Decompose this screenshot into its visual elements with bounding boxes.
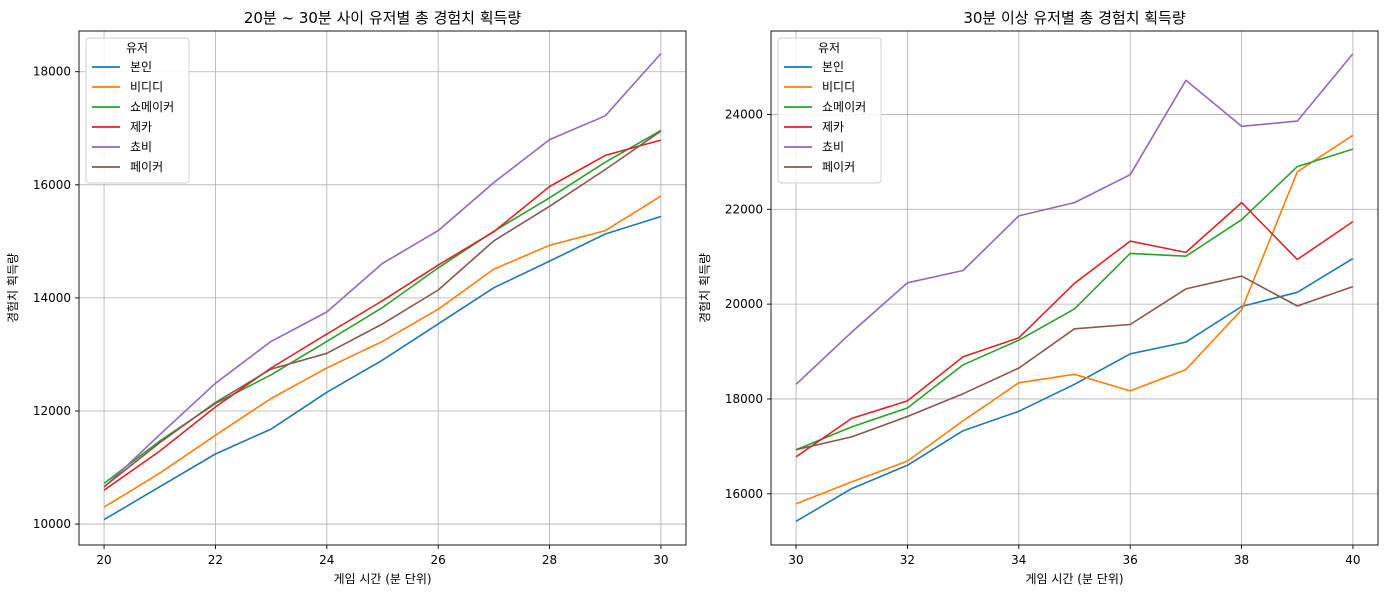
series-line-쇼메이커 (103, 129, 662, 485)
x-tick-label: 40 (1345, 553, 1360, 567)
legend-title: 유저 (126, 41, 148, 55)
legend-label: 쇼메이커 (822, 100, 866, 114)
y-tick-label: 12000 (33, 404, 71, 418)
y-tick-label: 14000 (33, 291, 71, 305)
x-tick-label: 26 (431, 553, 446, 567)
x-tick-label: 24 (319, 553, 334, 567)
x-tick-label: 22 (208, 553, 223, 567)
x-axis-label: 게임 시간 (분 단위) (1025, 572, 1123, 586)
series-line-쵸비 (103, 53, 662, 488)
series-line-비디디 (103, 195, 662, 508)
legend-label: 비디디 (822, 80, 855, 94)
legend-label: 제카 (130, 120, 152, 134)
legend-label: 페이커 (822, 160, 855, 174)
series-line-페이커 (103, 130, 662, 488)
series-line-제카 (103, 139, 662, 491)
series-line-제카 (795, 201, 1354, 458)
x-tick-label: 20 (96, 553, 111, 567)
series-line-비디디 (795, 134, 1354, 505)
chart-title: 20분 ~ 30분 사이 유저별 총 경험치 획득량 (244, 9, 522, 27)
x-tick-label: 38 (1234, 553, 1249, 567)
legend-title: 유저 (818, 41, 840, 55)
grid (771, 31, 1378, 545)
y-tick-label: 16000 (725, 487, 763, 501)
series-lines (795, 53, 1354, 522)
y-axis-label: 경험치 획득량 (698, 253, 712, 323)
x-axis-label: 게임 시간 (분 단위) (333, 572, 431, 586)
legend-label: 쵸비 (822, 140, 844, 154)
y-tick-label: 24000 (725, 107, 763, 121)
x-tick-label: 28 (542, 553, 557, 567)
axes-frame (770, 30, 1379, 546)
x-tick-label: 32 (900, 553, 915, 567)
y-tick-label: 18000 (33, 65, 71, 79)
legend-label: 쇼메이커 (130, 100, 174, 114)
chart-title: 30분 이상 유저별 총 경험치 획득량 (963, 9, 1186, 27)
y-tick-label: 22000 (725, 202, 763, 216)
chart-panel-left: 20 22 24 26 28 30 10000 12000 14000 16000 18000 20분… (6, 9, 687, 586)
legend-label: 비디디 (130, 80, 163, 94)
axes-frame (78, 30, 687, 546)
series-lines (103, 53, 662, 521)
y-tick-label: 18000 (725, 392, 763, 406)
x-tick-label: 36 (1123, 553, 1138, 567)
series-line-페이커 (795, 275, 1354, 451)
series-line-본인 (103, 215, 662, 521)
y-axis-label: 경험치 획득량 (6, 253, 20, 323)
series-line-본인 (795, 257, 1354, 522)
chart-panel-right: 30 32 34 36 38 40 16000 18000 20000 22000 24000 30분… (698, 9, 1379, 586)
legend-label: 제카 (822, 120, 844, 134)
legend-label: 쵸비 (130, 140, 152, 154)
ticks: 30 32 34 36 38 40 16000 18000 20000 22000 24000 (725, 107, 1361, 567)
ticks: 20 22 24 26 28 30 10000 12000 14000 16000 18000 (33, 65, 669, 567)
x-tick-label: 34 (1011, 553, 1026, 567)
legend-label: 페이커 (130, 160, 163, 174)
y-tick-label: 20000 (725, 297, 763, 311)
legend-label: 본인 (822, 60, 844, 74)
x-tick-label: 30 (653, 553, 668, 567)
series-line-쵸비 (795, 53, 1354, 385)
legend-label: 본인 (130, 60, 152, 74)
y-tick-label: 10000 (33, 517, 71, 531)
y-tick-label: 16000 (33, 178, 71, 192)
series-line-쇼메이커 (795, 148, 1354, 451)
x-tick-label: 30 (788, 553, 803, 567)
